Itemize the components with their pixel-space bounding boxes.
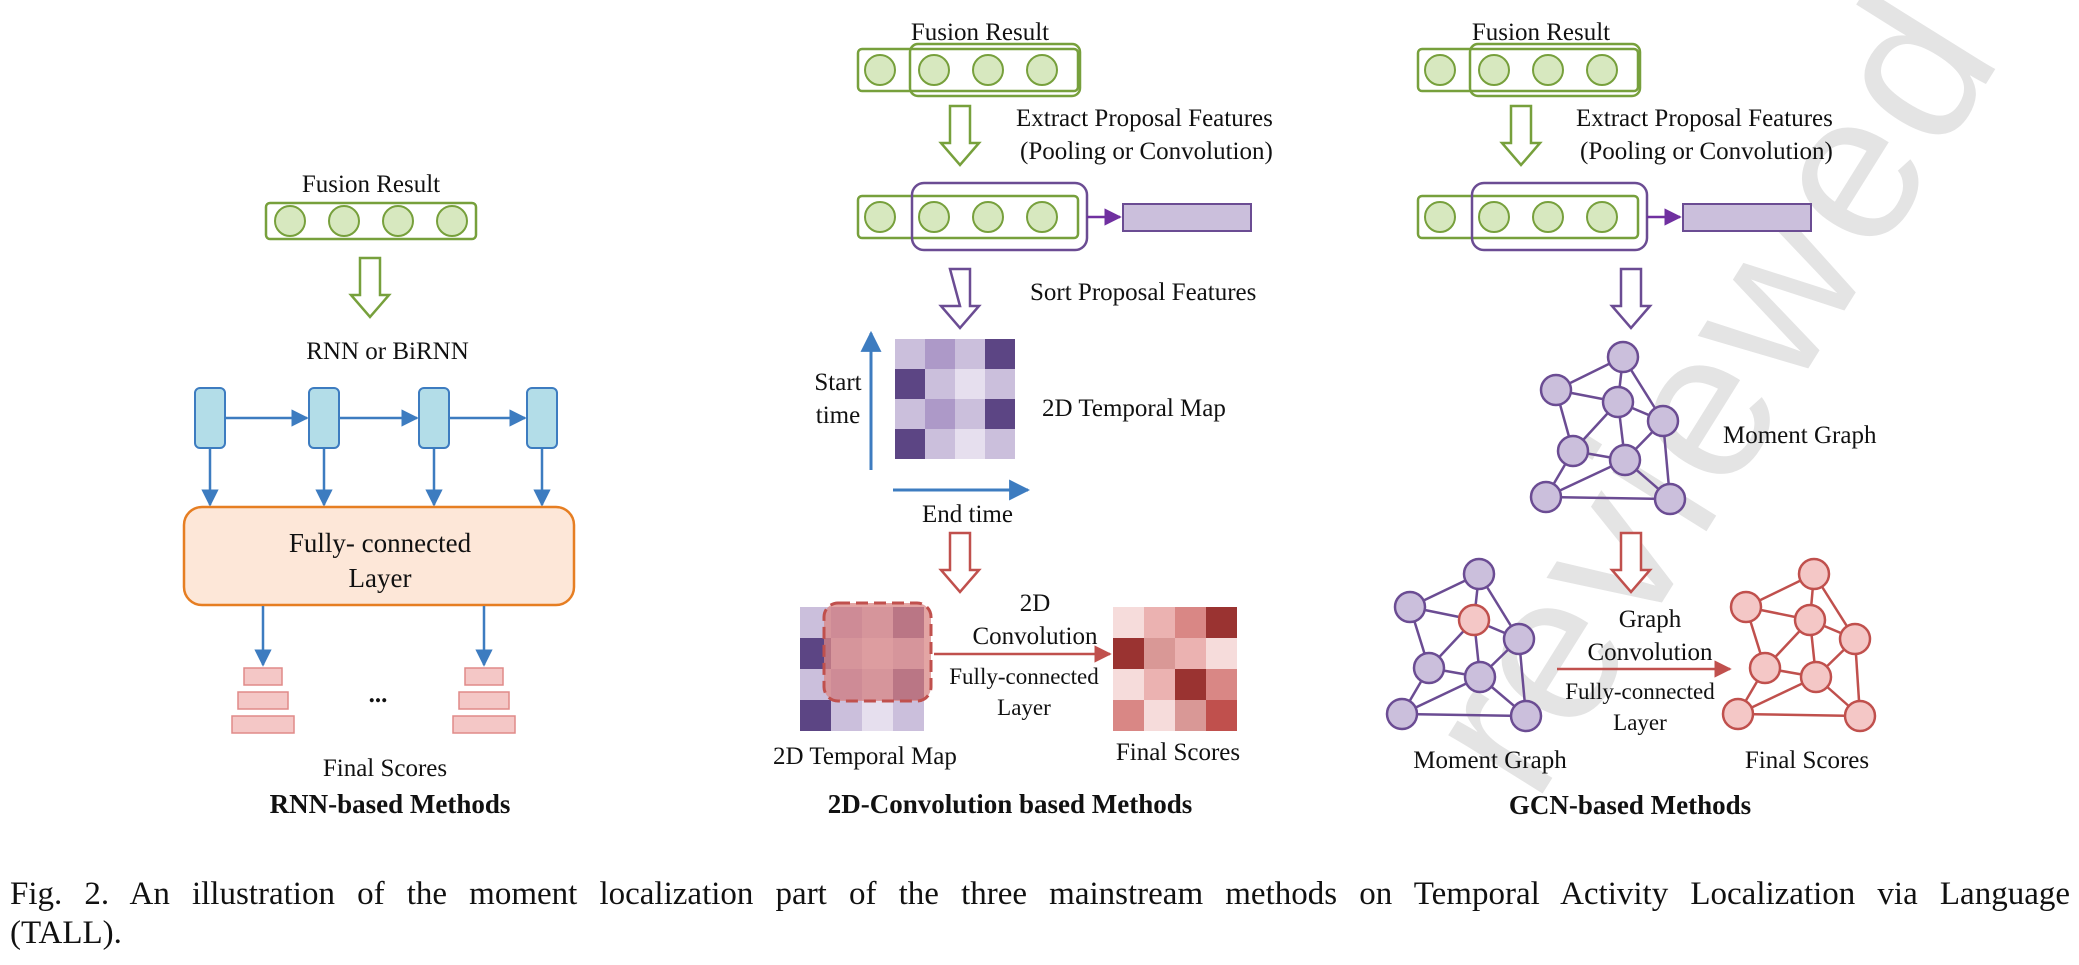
- conv-fc-label: Fully-connected Layer: [949, 664, 1099, 720]
- gcn-final-scores: Final Scores: [1744, 747, 1870, 774]
- gcn-final-scores-graph: [1721, 557, 1877, 733]
- conv-extract-arrow: [938, 104, 982, 167]
- rnn-output-arrows: [254, 606, 493, 667]
- conv-final-scores: Final Scores: [1115, 739, 1241, 766]
- gcn-purple-arrow: [1609, 267, 1653, 330]
- gcn-title: GCN-based Methods: [1508, 790, 1752, 820]
- rnn-fc-layer-box: [182, 505, 576, 607]
- gcn-fusion-label: Fusion Result: [1471, 19, 1611, 46]
- conv-red-arrow: [938, 531, 982, 594]
- rnn-cells: [194, 387, 558, 507]
- gcn-graph-label: Moment Graph: [1723, 422, 1877, 449]
- gcn-moment-graph-bottom-label: Moment Graph: [1413, 747, 1567, 774]
- conv-extract-sub: (Pooling or Convolution): [1020, 138, 1273, 165]
- rnn-final-score-stacks: [231, 667, 516, 734]
- rnn-dots: ...: [368, 681, 388, 708]
- conv-fusion-result: [856, 42, 1082, 98]
- figure-caption-line1: Fig. 2. An illustration of the moment lo…: [10, 876, 2070, 912]
- gcn-fc-label: Fully-connected Layer: [1565, 679, 1715, 735]
- conv-proposal-features: [856, 181, 1252, 252]
- conv-sort-label: Sort Proposal Features: [1030, 279, 1257, 306]
- conv-fusion-label: Fusion Result: [910, 19, 1050, 46]
- conv-2d-convolution-label: 2D Convolution: [972, 590, 1098, 650]
- conv-map-label-bottom: 2D Temporal Map: [773, 743, 957, 770]
- gcn-fusion-result: [1416, 42, 1642, 98]
- rnn-down-arrow: [348, 256, 392, 319]
- gcn-extract-arrow: [1499, 104, 1543, 167]
- rnn-label: RNN or BiRNN: [306, 338, 469, 365]
- rnn-fc-label: Fully- connected Layer: [288, 528, 472, 593]
- rnn-final-scores: Final Scores: [322, 755, 448, 782]
- conv-title: 2D-Convolution based Methods: [827, 789, 1193, 819]
- conv-extract-label: Extract Proposal Features: [1016, 105, 1273, 132]
- conv-start-time: Start time: [814, 369, 862, 429]
- gcn-proposal-features: [1416, 181, 1812, 252]
- gcn-moment-graph-bottom: [1385, 557, 1543, 733]
- gcn-extract-sub: (Pooling or Convolution): [1580, 138, 1833, 165]
- conv-sort-arrow: [938, 267, 982, 330]
- rnn-fusion-label: Fusion Result: [301, 171, 441, 198]
- conv-temporal-map: [860, 330, 1031, 501]
- gcn-moment-graph-top: [1529, 340, 1687, 516]
- gcn-red-arrow: [1609, 531, 1653, 594]
- conv-bottom-temporal-map: [800, 601, 1112, 731]
- conv-final-scores-map: [1113, 607, 1237, 731]
- figure-caption-line2: (TALL).: [10, 915, 122, 951]
- gcn-extract-label: Extract Proposal Features: [1576, 105, 1833, 132]
- rnn-title: RNN-based Methods: [269, 789, 511, 819]
- conv-end-time: End time: [922, 501, 1013, 528]
- rnn-fusion-result: [264, 201, 478, 241]
- conv-map-label: 2D Temporal Map: [1042, 395, 1226, 422]
- gcn-graph-convolution-label: Graph Convolution: [1587, 606, 1713, 666]
